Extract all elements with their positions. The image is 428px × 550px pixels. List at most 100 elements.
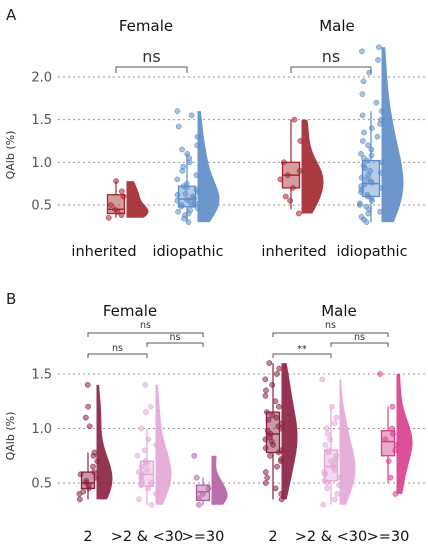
data-point (274, 371, 280, 377)
violin-half (301, 119, 324, 214)
data-point (389, 425, 395, 432)
data-point (279, 420, 285, 426)
panel-letter: A (6, 6, 17, 24)
data-point (325, 447, 332, 454)
data-point (359, 48, 365, 55)
data-point (378, 185, 385, 191)
data-point (363, 203, 369, 210)
data-point (134, 452, 141, 459)
data-point (275, 423, 282, 430)
group-1 (134, 382, 172, 508)
panel-a: A 0.5 1.0 1.5 2.0 QAlb (%) Female inherited idio… (4, 6, 425, 260)
data-point (193, 186, 200, 193)
data-point (262, 445, 269, 451)
data-point (194, 205, 201, 212)
data-point (77, 471, 84, 478)
data-point (138, 463, 145, 470)
data-point (277, 176, 284, 183)
data-point (147, 403, 154, 410)
data-point (324, 431, 331, 437)
violin-half (197, 111, 220, 223)
data-point (91, 469, 97, 475)
data-point (368, 125, 375, 132)
data-point (135, 469, 142, 475)
group-1 (174, 108, 220, 225)
data-point (112, 206, 118, 213)
data-point (331, 420, 338, 426)
data-point (182, 191, 189, 197)
y-tick-label: 2.0 (31, 71, 52, 86)
data-point (262, 436, 269, 443)
data-point (145, 485, 152, 492)
data-point (83, 477, 90, 484)
data-point (276, 365, 283, 372)
data-point (188, 112, 195, 119)
y-tick-label: 1.0 (31, 422, 52, 437)
category-label: >2 & <30 (111, 529, 184, 545)
facet-male: Male inherited idiopathic ns (261, 17, 407, 260)
data-point (94, 458, 101, 465)
data-point (174, 191, 181, 198)
data-point (358, 214, 365, 220)
data-point (327, 458, 334, 465)
data-point (377, 208, 383, 215)
data-point (336, 482, 342, 489)
data-point (278, 491, 285, 497)
data-point (337, 474, 343, 481)
data-point (333, 452, 340, 459)
data-point (319, 376, 326, 383)
data-point (377, 371, 383, 377)
category-label: 2 (268, 529, 277, 545)
data-point (282, 193, 289, 200)
significance-bracket (272, 353, 332, 358)
data-point (185, 219, 192, 225)
significance-bracket (290, 66, 372, 73)
data-point (359, 138, 366, 144)
data-point (107, 202, 114, 208)
data-point (196, 501, 202, 508)
data-point (191, 452, 198, 459)
data-point (378, 108, 385, 114)
group-1 (319, 376, 356, 508)
data-point (143, 409, 149, 415)
data-point (272, 485, 279, 492)
facet-female: Female inherited idiopathic ns (71, 17, 223, 260)
data-point (83, 414, 89, 421)
significance-bracket (87, 353, 148, 358)
significance-bracket (87, 332, 204, 337)
panel-letter: B (6, 290, 16, 308)
data-point (392, 447, 399, 454)
data-point (195, 495, 202, 502)
data-point (148, 501, 155, 508)
data-point (368, 146, 375, 153)
data-point (189, 193, 196, 200)
data-point (180, 163, 187, 170)
data-point (377, 169, 384, 176)
data-point (141, 447, 148, 454)
data-point (284, 172, 291, 178)
data-point (276, 403, 282, 410)
data-point (153, 491, 159, 497)
data-point (387, 474, 394, 481)
data-point (153, 442, 159, 448)
data-point (148, 480, 155, 486)
data-point (193, 474, 200, 481)
data-point (269, 412, 276, 419)
data-point (366, 69, 372, 76)
data-point (183, 180, 190, 187)
data-point (295, 210, 302, 217)
data-point (266, 360, 273, 366)
data-point (394, 442, 400, 448)
data-point (264, 474, 271, 481)
violin-half (381, 47, 404, 223)
y-tick-label: 1.0 (31, 156, 52, 171)
facet-title: Female (103, 302, 157, 320)
category-label: inherited (71, 244, 136, 260)
data-point (178, 202, 185, 208)
data-point (174, 108, 181, 114)
data-point (287, 197, 293, 204)
data-point (175, 123, 182, 130)
violin-half (126, 181, 149, 218)
data-point (358, 174, 365, 181)
facet-female: Female 2 >2 & <30>=30 ns ns ns (76, 302, 228, 545)
